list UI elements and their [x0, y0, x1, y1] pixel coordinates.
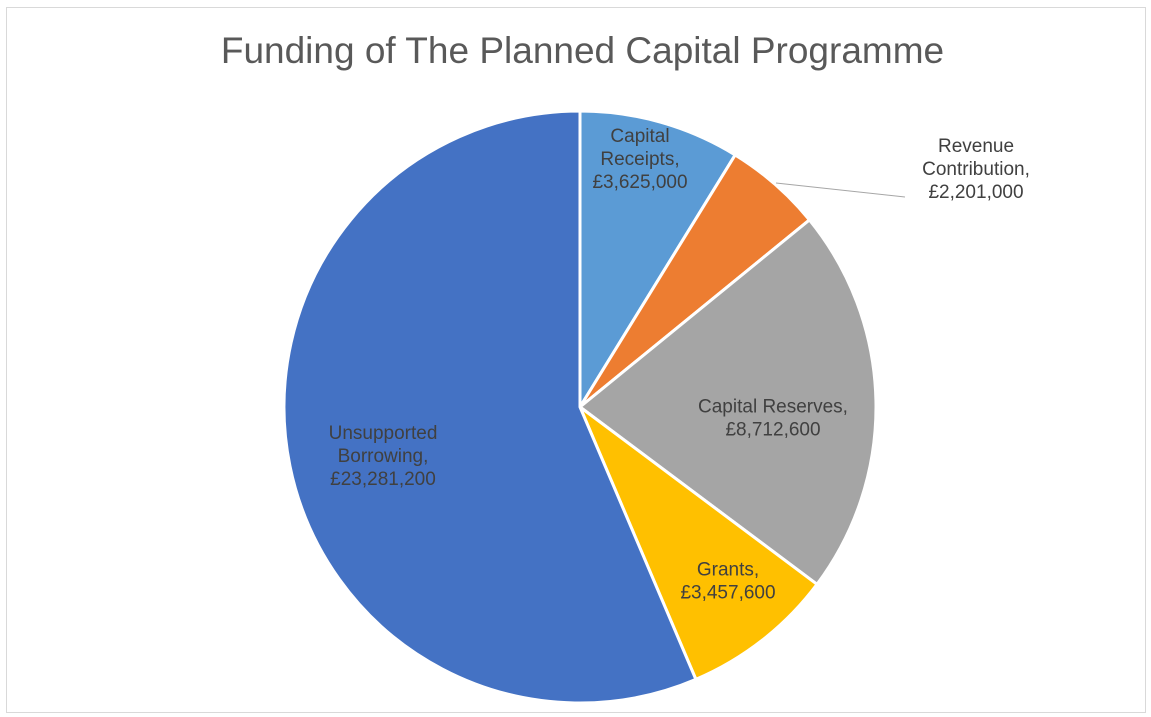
- data-label-line: £2,201,000: [928, 182, 1023, 203]
- data-label-line: £3,457,600: [680, 583, 775, 604]
- data-label-line: Unsupported: [329, 423, 438, 444]
- data-label-line: £8,712,600: [725, 420, 820, 441]
- data-label-line: £23,281,200: [330, 469, 436, 490]
- data-label-line: Grants,: [697, 560, 759, 581]
- data-label-line: Borrowing,: [338, 446, 429, 467]
- data-label-line: Receipts,: [600, 149, 679, 170]
- data-label-line: Revenue: [938, 136, 1014, 157]
- data-label-unsupported-borrowing: Unsupported Borrowing, £23,281,200: [329, 423, 438, 490]
- data-label-line: Capital Reserves,: [698, 397, 848, 418]
- data-label-line: Contribution,: [922, 159, 1030, 180]
- leader-line-revenue-contribution: [776, 183, 905, 197]
- data-label-line: £3,625,000: [592, 172, 687, 193]
- data-label-line: Capital: [610, 126, 669, 147]
- data-label-revenue-contribution: Revenue Contribution, £2,201,000: [922, 136, 1030, 203]
